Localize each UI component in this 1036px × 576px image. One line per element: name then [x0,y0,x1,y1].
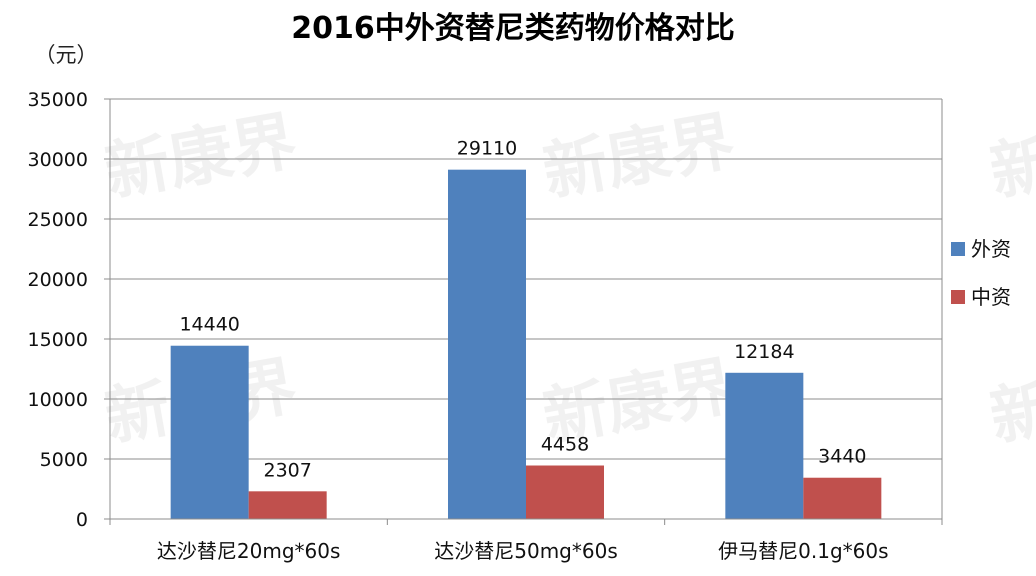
legend-label: 中资 [971,285,1011,309]
bar-domestic [803,477,882,519]
data-labels: 14440 2307 29110 4458 12184 3440 [179,138,866,482]
bar-foreign [725,372,804,519]
category-label: 达沙替尼50mg*60s [434,539,618,563]
y-tick-label: 25000 [28,209,88,231]
data-label: 2307 [263,459,311,481]
category-label: 伊马替尼0.1g*60s [718,539,888,563]
watermark-text: 新康界 [100,105,302,211]
y-tick-label: 35000 [28,89,88,111]
y-axis-ticks: 0 5000 10000 15000 20000 25000 30000 35000 [28,89,88,531]
y-tick-label: 0 [76,509,88,531]
data-label: 3440 [818,446,866,468]
legend-swatch [951,242,965,256]
data-label: 14440 [179,314,239,336]
chart-title: 2016中外资替尼类药物价格对比 [291,11,735,46]
legend-label: 外资 [971,237,1011,261]
category-label: 达沙替尼20mg*60s [157,539,341,563]
watermark-text: 新康界 [538,105,740,211]
axes [109,99,942,520]
y-tick-label: 30000 [28,149,88,171]
bar-domestic [526,465,604,519]
data-label: 29110 [457,138,517,160]
category-labels: 达沙替尼20mg*60s 达沙替尼50mg*60s 伊马替尼0.1g*60s [157,539,889,563]
bar-foreign [448,169,526,519]
y-tick-label: 15000 [28,329,88,351]
bars [170,169,882,519]
y-tick-label: 20000 [28,269,88,291]
y-tick-label: 5000 [40,449,88,471]
legend-swatch [951,290,965,304]
watermark-text: 新康界 [985,350,1036,456]
y-axis-unit-label: （元） [35,43,98,67]
data-label: 12184 [734,341,794,363]
watermark-text: 新康界 [985,105,1036,211]
bar-domestic [248,491,327,519]
y-tick-label: 10000 [28,389,88,411]
bar-foreign [170,345,249,519]
data-label: 4458 [541,434,589,456]
